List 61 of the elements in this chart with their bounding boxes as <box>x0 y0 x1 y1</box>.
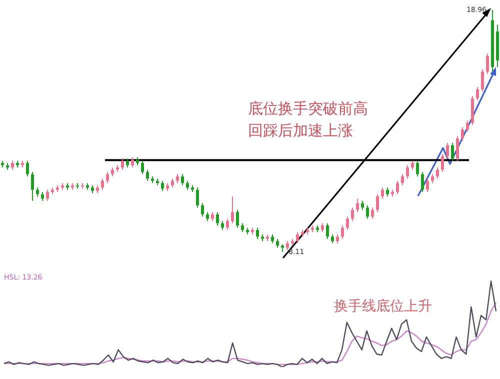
candlestick <box>466 120 469 132</box>
candlestick <box>496 24 499 68</box>
candlestick <box>226 218 229 230</box>
candlestick <box>371 207 374 220</box>
annotation: 底位换手突破前高 <box>248 99 368 118</box>
candlestick <box>441 154 444 172</box>
annotation: 换手线底位上升 <box>334 298 432 315</box>
candlestick <box>366 204 369 220</box>
candlestick <box>401 174 404 186</box>
candlestick <box>471 96 474 126</box>
candlestick <box>476 86 479 102</box>
candlestick <box>26 160 29 177</box>
candlestick <box>101 178 104 190</box>
candlestick <box>216 212 219 226</box>
candlestick <box>131 156 134 168</box>
candlestick <box>111 166 114 177</box>
candlestick <box>176 174 179 184</box>
candlestick <box>81 182 84 190</box>
candlestick <box>201 202 204 218</box>
candlestick <box>186 180 189 190</box>
candlestick <box>271 234 274 244</box>
candlestick <box>161 180 164 192</box>
candlestick <box>146 169 149 182</box>
candlestick <box>331 234 334 244</box>
candlestick <box>346 216 349 230</box>
candlestick <box>181 174 184 186</box>
candlestick <box>381 187 384 200</box>
candlestick <box>166 182 169 192</box>
candlestick <box>41 192 44 202</box>
candlestick <box>351 207 354 222</box>
candlestick <box>171 178 174 188</box>
candlestick <box>336 234 339 244</box>
candlestick <box>276 238 279 248</box>
candlestick <box>196 187 199 208</box>
candlestick <box>486 53 489 74</box>
candlestick <box>456 136 459 162</box>
candlestick <box>206 212 209 222</box>
candlestick <box>356 198 359 213</box>
candlestick <box>231 196 234 224</box>
candlestick <box>281 244 284 252</box>
candlestick <box>326 222 329 240</box>
annotation: 回踩后加速上涨 <box>248 121 353 140</box>
candlestick <box>256 227 259 240</box>
candlestick <box>76 182 79 190</box>
candlestick <box>221 220 224 230</box>
candlestick <box>211 212 214 222</box>
candlestick <box>296 232 299 244</box>
candlestick <box>31 171 34 202</box>
candlestick <box>431 174 434 184</box>
candlestick <box>286 240 289 250</box>
candlestick <box>341 224 344 240</box>
candlestick <box>406 164 409 180</box>
candlestick <box>426 178 429 192</box>
candlestick <box>451 142 454 162</box>
candlestick <box>121 158 124 170</box>
candlestick <box>376 194 379 213</box>
candlestick <box>241 222 244 233</box>
candlestick <box>321 222 324 233</box>
candlestick <box>361 200 364 210</box>
candlestick <box>416 160 419 177</box>
candlestick <box>46 189 49 202</box>
